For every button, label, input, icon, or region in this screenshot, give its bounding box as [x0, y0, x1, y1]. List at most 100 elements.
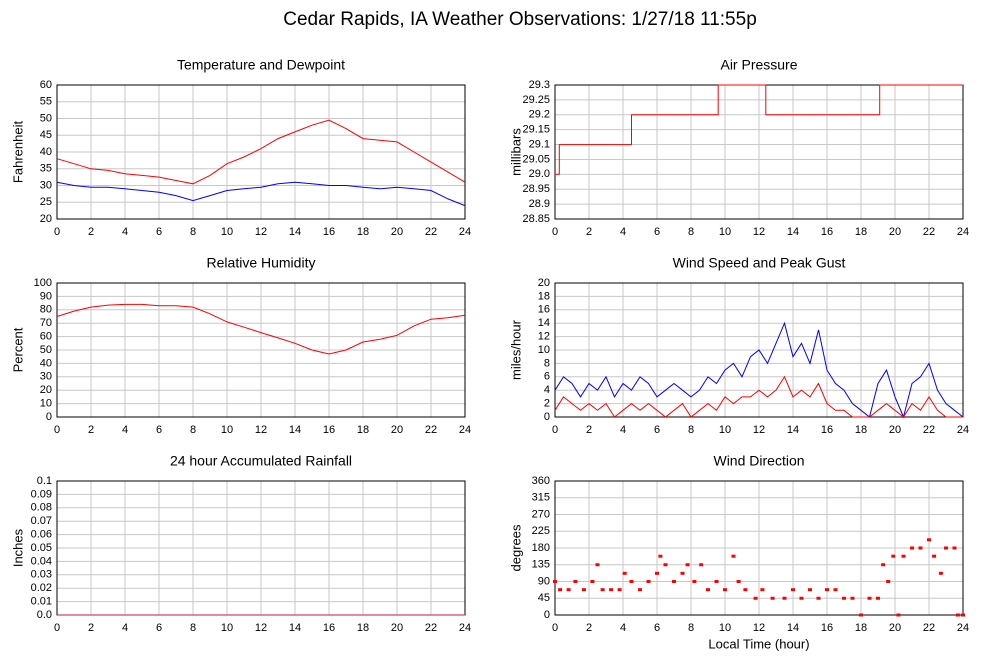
x-tick-label: 14 [787, 622, 799, 634]
plot-frame [554, 480, 964, 616]
x-tick-label: 2 [88, 424, 94, 436]
x-tick-label: 10 [221, 424, 233, 436]
x-tick-label: 24 [957, 424, 969, 436]
x-tick-label: 6 [156, 424, 162, 436]
y-tick-label: 0.04 [31, 555, 52, 567]
data-point [590, 580, 595, 583]
plot-frame [56, 84, 466, 220]
y-axis-label: millibars [508, 128, 523, 176]
y-tick-label: 40 [40, 357, 52, 369]
y-tick-label: 0.06 [31, 529, 52, 541]
chart-title: Wind Speed and Peak Gust [673, 255, 846, 271]
y-tick-label: 30 [40, 179, 52, 191]
data-point [723, 588, 727, 592]
data-point [753, 596, 758, 600]
y-tick-label: 16 [538, 304, 550, 316]
x-tick-label: 0 [54, 622, 60, 634]
x-tick-label: 16 [821, 424, 833, 436]
data-point [881, 563, 886, 567]
chart-title: Wind Direction [713, 453, 804, 469]
x-tick-label: 24 [957, 226, 969, 238]
x-tick-label: 8 [190, 226, 196, 238]
data-line [554, 321, 964, 419]
y-tick-label: 45 [40, 129, 52, 141]
data-point [782, 596, 787, 600]
y-tick-label: 18 [538, 290, 550, 302]
y-tick-label: 4 [544, 384, 550, 396]
x-tick-label: 22 [923, 424, 935, 436]
y-axis-label: Percent [10, 327, 25, 372]
x-tick-label: 6 [654, 622, 660, 634]
y-tick-label: 14 [538, 317, 550, 329]
y-tick-label: 0.0 [37, 609, 52, 621]
data-point [663, 563, 668, 567]
data-point [629, 580, 634, 583]
x-tick-label: 18 [357, 622, 369, 634]
y-tick-label: 90 [40, 290, 52, 302]
y-tick-label: 0.1 [37, 475, 52, 487]
data-point [692, 580, 697, 583]
x-tick-label: 0 [552, 424, 558, 436]
x-tick-label: 0 [552, 226, 558, 238]
x-tick-label: 10 [221, 226, 233, 238]
data-point [743, 588, 748, 592]
data-line [56, 181, 466, 207]
y-tick-label: 90 [538, 575, 550, 587]
y-tick-label: 29.3 [529, 79, 550, 91]
chart-title: Relative Humidity [207, 255, 316, 271]
data-point [961, 613, 965, 617]
y-tick-label: 10 [538, 344, 550, 356]
y-tick-label: 70 [40, 317, 52, 329]
data-point [910, 546, 914, 550]
x-tick-label: 8 [190, 622, 196, 634]
x-tick-label: 16 [821, 622, 833, 634]
page-title: Cedar Rapids, IA Weather Observations: 1… [283, 9, 757, 30]
x-tick-label: 6 [654, 226, 660, 238]
y-tick-label: 25 [40, 196, 52, 208]
x-tick-label: 24 [957, 622, 969, 634]
y-tick-label: 60 [40, 331, 52, 343]
x-tick-label: 16 [323, 226, 335, 238]
data-point [859, 613, 863, 617]
data-point [927, 538, 931, 542]
data-point [932, 554, 937, 558]
x-tick-label: 2 [88, 622, 94, 634]
y-tick-label: 0 [544, 609, 550, 621]
x-tick-label: 2 [586, 424, 592, 436]
data-point [850, 596, 855, 600]
data-point [896, 613, 901, 617]
y-tick-label: 0 [544, 411, 550, 423]
y-tick-label: 50 [40, 344, 52, 356]
y-tick-label: 0 [46, 411, 52, 423]
x-tick-label: 20 [391, 226, 403, 238]
y-tick-label: 80 [40, 304, 52, 316]
y-tick-label: 315 [532, 492, 550, 504]
x-tick-label: 18 [855, 622, 867, 634]
x-tick-label: 0 [54, 424, 60, 436]
data-point [825, 588, 829, 592]
y-tick-label: 29.1 [529, 138, 550, 150]
y-axis-label: Fahrenheit [10, 121, 25, 184]
x-tick-label: 16 [821, 226, 833, 238]
y-tick-label: 20 [538, 277, 550, 289]
y-tick-label: 12 [538, 331, 550, 343]
data-point [617, 588, 622, 592]
x-tick-label: 8 [190, 424, 196, 436]
y-tick-label: 30 [40, 371, 52, 383]
y-tick-label: 35 [40, 163, 52, 175]
x-tick-label: 20 [889, 622, 901, 634]
chart-title: Air Pressure [720, 57, 797, 73]
x-tick-label: 4 [620, 226, 626, 238]
x-tick-label: 2 [88, 226, 94, 238]
data-point [553, 580, 557, 583]
x-tick-label: 20 [889, 226, 901, 238]
x-tick-label: 14 [289, 622, 301, 634]
x-tick-label: 18 [855, 226, 867, 238]
y-tick-label: 0.03 [31, 569, 52, 581]
data-point [685, 563, 690, 567]
y-tick-label: 225 [532, 525, 550, 537]
data-line [555, 84, 963, 175]
data-point [833, 588, 838, 592]
x-tick-label: 8 [688, 226, 694, 238]
